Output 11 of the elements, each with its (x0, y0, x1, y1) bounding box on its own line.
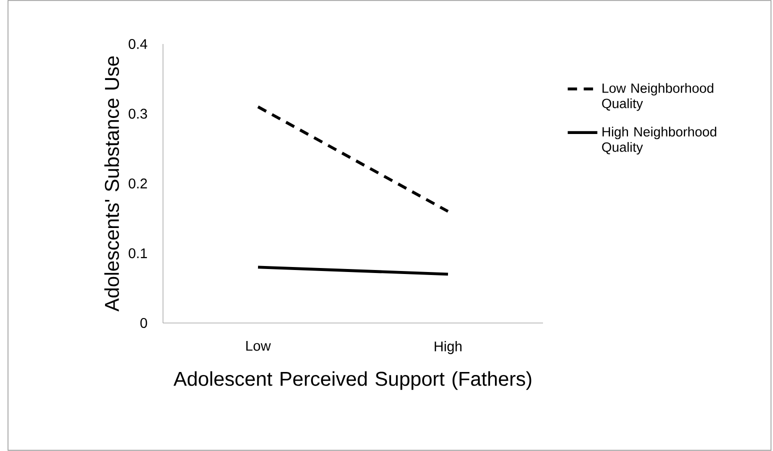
legend-label: Low Neighborhood Quality (602, 83, 714, 111)
x-axis-title: Adolescent Perceived Support (Fathers) (174, 371, 532, 390)
y-axis-title: Adolescents' Substance Use (104, 56, 120, 312)
y-tick-label: 0.2 (128, 178, 147, 188)
x-tick-label: High (434, 341, 462, 354)
legend-label: High Neighborhood Quality (602, 126, 716, 154)
y-tick-label: 0.3 (128, 108, 148, 119)
y-tick-label: 0.4 (128, 39, 148, 49)
x-tick-label: Low (246, 341, 271, 351)
y-tick-label: 0 (140, 318, 148, 328)
y-tick-label: 0.1 (128, 248, 147, 258)
